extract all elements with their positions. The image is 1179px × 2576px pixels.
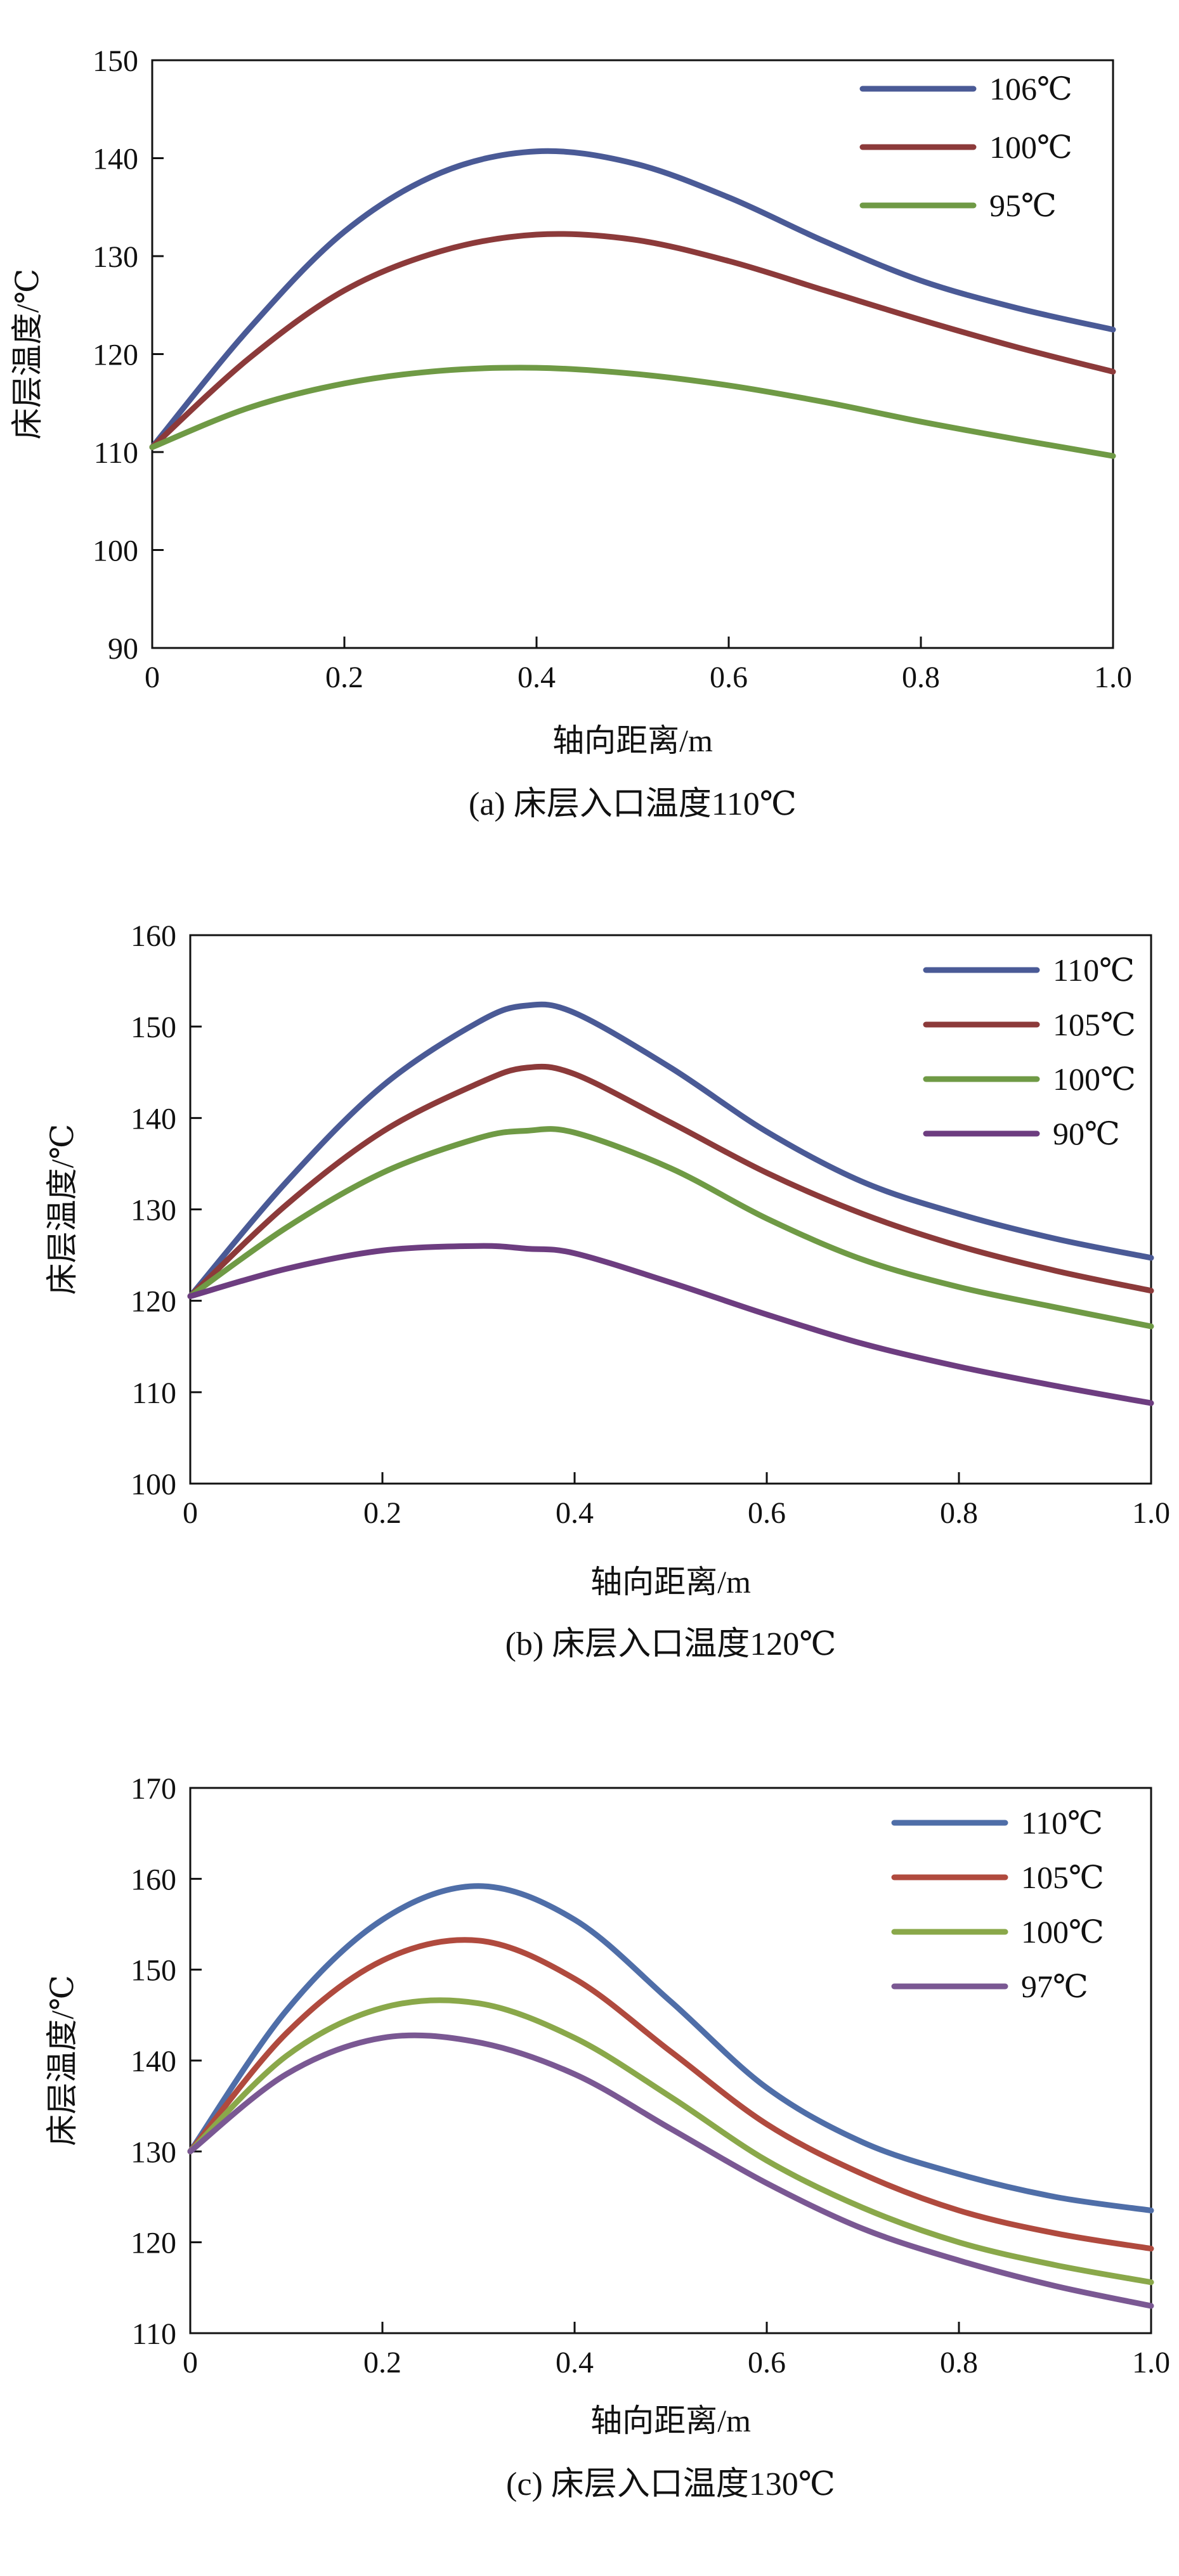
legend-label: 97℃ <box>1021 1969 1088 2004</box>
legend-label: 110℃ <box>1053 952 1135 988</box>
legend-label: 106℃ <box>989 71 1072 107</box>
legend-label: 100℃ <box>1021 1914 1104 1950</box>
series-line-106℃ <box>149 148 1116 450</box>
series-line-105℃ <box>187 1063 1154 1299</box>
plot-frame <box>189 1787 1152 2334</box>
series-line-97℃ <box>187 2032 1154 2309</box>
y-tick-label: 160 <box>131 1863 176 1896</box>
chart-panel-3: 0 0.2 0.4 0.6 0.8 1.0 110 120 130 140 150 160 170 110… <box>44 1772 1170 2502</box>
y-tick-label: 100 <box>93 534 138 568</box>
series-line-95℃ <box>149 365 1116 459</box>
figure-caption: (b) 床层入口温度120℃ <box>505 1626 837 1662</box>
y-tick-label: 130 <box>131 1194 176 1227</box>
x-tick-label: 0.4 <box>518 661 556 694</box>
y-axis-label: 床层温度/℃ <box>10 269 45 440</box>
x-tick-label: 0 <box>183 1496 198 1530</box>
figure-caption: (a) 床层入口温度110℃ <box>469 786 797 822</box>
y-tick-label: 150 <box>131 1011 176 1044</box>
y-tick-label: 150 <box>93 44 138 78</box>
y-tick-label: 90 <box>108 632 138 666</box>
y-tick-label: 150 <box>131 1954 176 1988</box>
series-line-90℃ <box>187 1243 1154 1406</box>
x-tick-label: 0.8 <box>940 2346 978 2379</box>
legend-label: 95℃ <box>989 188 1057 223</box>
y-tick-label: 140 <box>93 143 138 176</box>
legend-label: 100℃ <box>1053 1061 1136 1097</box>
x-tick-label: 0.8 <box>940 1496 978 1530</box>
x-axis-label: 轴向距离/m <box>590 2403 751 2438</box>
legend-label: 105℃ <box>1053 1007 1136 1042</box>
x-tick-label: 0.2 <box>325 661 363 694</box>
y-tick-label: 120 <box>131 2227 176 2260</box>
y-axis-label: 床层温度/℃ <box>44 1975 80 2146</box>
x-axis-label: 轴向距离/m <box>590 1564 751 1600</box>
y-tick-label: 160 <box>131 919 176 953</box>
x-tick-label: 0.2 <box>363 2346 401 2379</box>
y-tick-label: 170 <box>131 1772 176 1806</box>
y-tick-label: 110 <box>132 1376 176 1410</box>
legend-label: 110℃ <box>1021 1805 1103 1841</box>
series-line-105℃ <box>187 1937 1154 2252</box>
series-line-100℃ <box>149 231 1116 450</box>
series-line-100℃ <box>187 1126 1154 1330</box>
x-tick-label: 0.6 <box>710 661 748 694</box>
y-tick-label: 120 <box>131 1285 176 1319</box>
series-line-110℃ <box>187 1001 1154 1299</box>
series-line-100℃ <box>187 1997 1154 2286</box>
y-tick-label: 140 <box>131 1102 176 1136</box>
series-line-110℃ <box>187 1883 1154 2213</box>
y-tick-label: 140 <box>131 2045 176 2078</box>
y-tick-label: 130 <box>131 2135 176 2169</box>
figure-caption: (c) 床层入口温度130℃ <box>506 2466 835 2502</box>
chart-panel-2: 0 0.2 0.4 0.6 0.8 1.0 100 110 120 130 140 150 160 110… <box>44 919 1170 1662</box>
x-tick-label: 1.0 <box>1094 661 1132 694</box>
y-tick-label: 110 <box>94 436 138 470</box>
x-tick-label: 1.0 <box>1132 2346 1170 2379</box>
x-tick-label: 0.6 <box>748 2346 786 2379</box>
x-tick-label: 0 <box>183 2346 198 2379</box>
x-tick-label: 1.0 <box>1132 1496 1170 1530</box>
y-tick-label: 110 <box>132 2317 176 2351</box>
chart-panel-1: 0 0.2 0.4 0.6 0.8 1.0 90 100 110 120 130 140 150 106℃… <box>10 44 1132 822</box>
legend-label: 105℃ <box>1021 1860 1104 1895</box>
y-tick-label: 100 <box>131 1468 176 1501</box>
plot-frame <box>189 934 1152 1485</box>
x-tick-label: 0.4 <box>556 1496 594 1530</box>
x-tick-label: 0 <box>145 661 160 694</box>
legend-label: 90℃ <box>1053 1116 1120 1151</box>
y-tick-label: 130 <box>93 240 138 274</box>
x-tick-label: 0.8 <box>902 661 940 694</box>
x-axis-label: 轴向距离/m <box>552 723 713 758</box>
x-tick-label: 0.2 <box>363 1496 401 1530</box>
x-tick-label: 0.4 <box>556 2346 594 2379</box>
y-tick-label: 120 <box>93 339 138 372</box>
legend-label: 100℃ <box>989 129 1072 165</box>
y-axis-label: 床层温度/℃ <box>44 1124 80 1295</box>
x-tick-label: 0.6 <box>748 1496 786 1530</box>
